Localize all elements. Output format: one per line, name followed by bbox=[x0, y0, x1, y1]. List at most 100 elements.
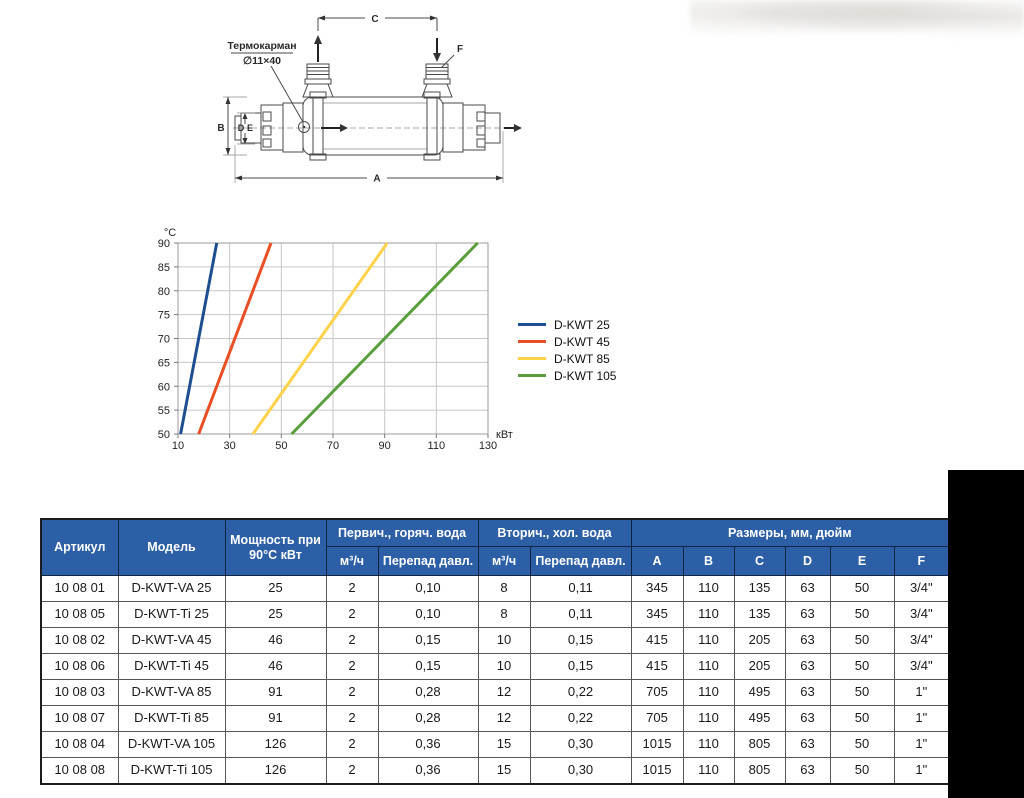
col-header-dim-b: B bbox=[682, 546, 735, 576]
dim-e-label: E bbox=[247, 123, 253, 133]
heat-exchanger-drawing: C F Термокарман ∅11×40 bbox=[215, 0, 525, 200]
table-cell: 1" bbox=[893, 705, 950, 732]
y-axis-tick-label: 50 bbox=[158, 429, 170, 441]
series-line-d-kwt-85 bbox=[251, 242, 389, 435]
y-axis-tick-label: 70 bbox=[158, 334, 170, 346]
dim-a-label: A bbox=[373, 174, 380, 185]
table-cell: 50 bbox=[829, 731, 895, 758]
table-cell: 63 bbox=[784, 757, 831, 785]
table-row: 10 08 06 D-KWT-Ti 45 46 2 0,15 10 0,15 415 110 20… bbox=[40, 653, 950, 680]
table-cell: 2 bbox=[325, 627, 379, 654]
table-cell: 2 bbox=[325, 575, 379, 602]
flow-arrow-up bbox=[314, 35, 322, 62]
table-cell: 2 bbox=[325, 731, 379, 758]
x-axis-tick-label: 110 bbox=[428, 440, 446, 452]
table-cell: 10 08 08 bbox=[40, 757, 119, 785]
y-axis-unit-label: °C bbox=[164, 227, 176, 239]
col-header-secondary-flow: м³/ч bbox=[477, 546, 531, 576]
y-axis-tick-label: 55 bbox=[158, 405, 170, 417]
table-cell: 50 bbox=[829, 575, 895, 602]
legend-swatch bbox=[518, 340, 546, 343]
thermowell-callout: Термокарман ∅11×40 bbox=[227, 40, 310, 133]
table-cell: 3/4" bbox=[893, 627, 950, 654]
table-cell: 205 bbox=[733, 653, 786, 680]
legend-item: D-KWT 45 bbox=[518, 333, 616, 350]
y-axis-tick-label: 75 bbox=[158, 310, 170, 322]
table-cell: 345 bbox=[630, 575, 684, 602]
y-axis-tick-label: 65 bbox=[158, 357, 170, 369]
table-cell: 2 bbox=[325, 757, 379, 785]
table-cell: 135 bbox=[733, 575, 786, 602]
y-axis-tick-label: 90 bbox=[158, 238, 170, 250]
table-row: 10 08 03 D-KWT-VA 85 91 2 0,28 12 0,22 705 110 49… bbox=[40, 679, 950, 706]
table-row: 10 08 01 D-KWT-VA 25 25 2 0,10 8 0,11 345 110 135… bbox=[40, 575, 950, 602]
table-cell: 2 bbox=[325, 679, 379, 706]
performance-chart: 10 30 50 70 90 110 130 50 55 60 65 70 75 80 85 90 °C кВт bbox=[140, 225, 520, 457]
thermowell-size-label: ∅11×40 bbox=[243, 55, 281, 67]
col-header-secondary-pressure: Перепад давл. bbox=[529, 546, 632, 576]
table-cell: 50 bbox=[829, 705, 895, 732]
table-cell: 0,30 bbox=[529, 757, 632, 785]
table-cell: D-KWT-Ti 25 bbox=[117, 601, 226, 628]
dim-d-label: D bbox=[238, 123, 245, 133]
x-axis-tick-label: 90 bbox=[379, 440, 391, 452]
col-header-dim-a: A bbox=[630, 546, 684, 576]
table-cell: 10 bbox=[477, 653, 531, 680]
table-row: 10 08 05 D-KWT-Ti 25 25 2 0,10 8 0,11 345 110 135… bbox=[40, 601, 950, 628]
table-cell: 0,28 bbox=[377, 679, 479, 706]
col-header-dim-e: E bbox=[829, 546, 895, 576]
table-cell: D-KWT-Ti 45 bbox=[117, 653, 226, 680]
col-header-primary-flow: м³/ч bbox=[325, 546, 379, 576]
shell-body bbox=[302, 91, 444, 161]
col-header-power: Мощность при 90°C кВт bbox=[224, 518, 327, 576]
table-row: 10 08 08 D-KWT-Ti 105 126 2 0,36 15 0,30 1015 11… bbox=[40, 757, 950, 785]
table-cell: 63 bbox=[784, 575, 831, 602]
col-header-dim-d: D bbox=[784, 546, 831, 576]
col-header-dim-f: F bbox=[893, 546, 950, 576]
table-cell: 10 08 05 bbox=[40, 601, 119, 628]
series-line-d-kwt-45 bbox=[197, 242, 273, 435]
table-cell: D-KWT-VA 45 bbox=[117, 627, 226, 654]
black-redaction-box bbox=[948, 470, 1024, 798]
col-group-dimensions: Размеры, мм, дюйм bbox=[630, 518, 950, 547]
table-cell: 63 bbox=[784, 705, 831, 732]
table-cell: 110 bbox=[682, 653, 735, 680]
table-cell: 46 bbox=[224, 627, 327, 654]
flow-arrow-down bbox=[433, 38, 441, 62]
col-group-secondary: Вторич., хол. вода bbox=[477, 518, 632, 547]
x-axis-tick-label: 30 bbox=[224, 440, 236, 452]
table-cell: 805 bbox=[733, 731, 786, 758]
legend-item: D-KWT 85 bbox=[518, 350, 616, 367]
table-cell: 2 bbox=[325, 653, 379, 680]
table-cell: 415 bbox=[630, 627, 684, 654]
table-cell: 63 bbox=[784, 601, 831, 628]
table-cell: 10 08 01 bbox=[40, 575, 119, 602]
table-cell: 0,28 bbox=[377, 705, 479, 732]
table-cell: 135 bbox=[733, 601, 786, 628]
x-axis-unit-label: кВт bbox=[496, 429, 513, 441]
flow-arrow-outlet bbox=[504, 124, 522, 132]
table-cell: 50 bbox=[829, 653, 895, 680]
table-cell: D-KWT-Ti 105 bbox=[117, 757, 226, 785]
table-cell: 25 bbox=[224, 601, 327, 628]
table-cell: 3/4" bbox=[893, 601, 950, 628]
end-assembly-left bbox=[234, 102, 304, 153]
table-cell: 705 bbox=[630, 679, 684, 706]
table-cell: 0,15 bbox=[377, 627, 479, 654]
table-cell: D-KWT-VA 105 bbox=[117, 731, 226, 758]
y-axis-tick-label: 85 bbox=[158, 262, 170, 274]
table-cell: 0,22 bbox=[529, 679, 632, 706]
flow-arrow-inlet bbox=[321, 124, 348, 132]
table-cell: 12 bbox=[477, 705, 531, 732]
table-cell: D-KWT-VA 25 bbox=[117, 575, 226, 602]
table-cell: 0,36 bbox=[377, 757, 479, 785]
table-cell: 1015 bbox=[630, 757, 684, 785]
thermowell-port bbox=[298, 121, 310, 133]
legend-label: D-KWT 105 bbox=[554, 368, 617, 383]
spec-table: Артикул Модель Мощность при 90°C кВт Пер… bbox=[40, 518, 951, 785]
table-cell: 2 bbox=[325, 601, 379, 628]
table-row: 10 08 04 D-KWT-VA 105 126 2 0,36 15 0,30 1015 11… bbox=[40, 731, 950, 758]
heat-exchanger-drawing-svg: C F Термокарман ∅11×40 bbox=[217, 14, 522, 185]
dim-f-label: F bbox=[457, 44, 463, 55]
